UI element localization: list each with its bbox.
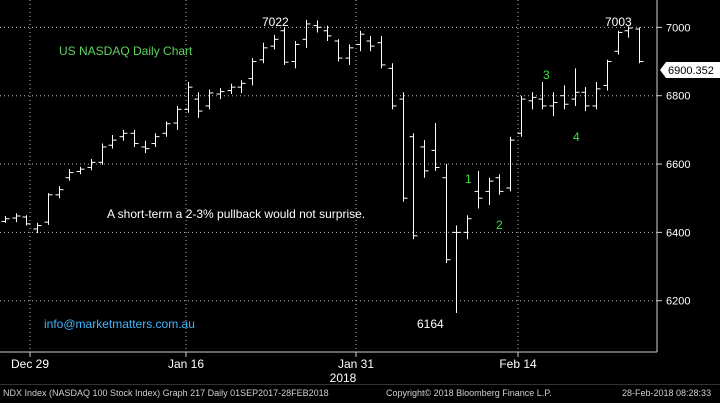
ohlc-bar [377, 35, 386, 69]
last-price-tag: 6900.352 [660, 62, 720, 78]
ohlc-bar [270, 34, 279, 50]
x-year-label: 2018 [330, 371, 357, 385]
wave-label-1: 1 [465, 172, 472, 186]
y-tick-label: 7000 [666, 22, 690, 34]
x-tick-label: Jan 16 [168, 357, 204, 371]
y-axis: 7000 6800 6600 6400 6200 [657, 22, 690, 308]
y-tick-label: 6400 [666, 227, 690, 239]
ohlc-bar [366, 35, 375, 52]
ohlc-bar [1, 215, 10, 223]
ohlc-bar [237, 80, 246, 93]
ohlc-bar [485, 177, 494, 206]
ohlc-bar [528, 92, 537, 110]
ohlc-bar [474, 170, 483, 209]
ohlc-bar [119, 129, 128, 141]
wave-label-2: 2 [496, 218, 503, 232]
pullback-comment: A short-term a 2-3% pullback would not s… [107, 207, 365, 221]
last-price-label: 6900.352 [668, 65, 714, 77]
ohlc-bar [452, 225, 461, 314]
ohlc-bar [442, 164, 451, 264]
website-label: info@marketmatters.com.au [44, 317, 195, 331]
ohlc-bar [76, 166, 85, 175]
ohlc-bar [151, 133, 160, 147]
ohlc-bar [506, 136, 515, 192]
ohlc-bar [173, 105, 182, 130]
ohlc-bar [560, 85, 569, 110]
y-tick-label: 6800 [666, 91, 690, 103]
ohlc-bar [323, 25, 332, 42]
ohlc-bar [388, 63, 397, 110]
ohlc-bar [162, 121, 171, 137]
footer-left-text: NDX Index (NASDAQ 100 Stock Index) Graph… [3, 388, 329, 398]
ohlc-bar [98, 143, 107, 165]
ohlc-bar [291, 41, 300, 69]
high-label-7003: 7003 [605, 15, 632, 29]
ohlc-bar [141, 140, 150, 154]
ohlc-bar [12, 213, 21, 223]
wave-label-3: 3 [543, 68, 550, 82]
ohlc-bar [635, 27, 644, 64]
y-tick-label: 6600 [666, 159, 690, 171]
ohlc-bar [259, 42, 268, 64]
ohlc-bar [603, 59, 612, 91]
ohlc-bar [87, 158, 96, 171]
ohlc-bar [345, 44, 354, 65]
ohlc-bar [592, 82, 601, 110]
ohlc-bar [108, 134, 117, 149]
ohlc-bar [334, 39, 343, 62]
ohlc-bar [420, 140, 429, 178]
ohlc-bar [184, 82, 193, 113]
footer-timestamp: 28-Feb-2018 08:28:33 [622, 388, 712, 398]
ohlc-bar [538, 82, 547, 110]
wave-label-4: 4 [573, 130, 580, 144]
ohlc-bar [33, 222, 42, 234]
ohlc-bar [399, 92, 408, 202]
ohlc-bar [205, 89, 214, 110]
ohlc-bar [549, 92, 558, 117]
ohlc-bar [216, 88, 225, 100]
ohlc-bar [356, 30, 365, 52]
x-tick-label: Jan 31 [338, 357, 374, 371]
ohlc-bar [495, 174, 504, 195]
ohlc-bar [130, 129, 139, 147]
low-label-6164: 6164 [417, 317, 444, 331]
ohlc-bar [624, 26, 633, 38]
x-tick-label: Dec 29 [11, 357, 49, 371]
ohlc-bar [431, 123, 440, 171]
ohlc-bar [313, 20, 322, 33]
ohlc-bar [55, 186, 64, 199]
footer-copyright: Copyright© 2018 Bloomberg Finance L.P. [386, 388, 552, 398]
ohlc-bar [65, 169, 74, 181]
ohlc-bar [614, 30, 623, 55]
footer-bar [0, 384, 720, 403]
ohlc-bar [44, 193, 53, 225]
grid-lines [0, 0, 657, 352]
ohlc-bar [463, 215, 472, 240]
ohlc-bar [581, 87, 590, 112]
ohlc-bar [517, 95, 526, 137]
y-tick-label: 6200 [666, 296, 690, 308]
ohlc-bars [1, 19, 644, 314]
x-axis: Dec 29 Jan 16 Jan 31 Feb 14 2018 [11, 352, 537, 385]
ohlc-bar [22, 215, 31, 226]
high-label-7022: 7022 [262, 15, 289, 29]
chart-title: US NASDAQ Daily Chart [59, 44, 193, 58]
ohlc-bar [248, 58, 257, 86]
ohlc-bar [571, 68, 580, 106]
x-tick-label: Feb 14 [499, 357, 537, 371]
ohlc-bar [280, 27, 289, 65]
ohlc-bar [409, 133, 418, 240]
ohlc-bar [227, 83, 236, 94]
ohlc-bar [194, 92, 203, 118]
ohlc-bar [302, 19, 311, 48]
